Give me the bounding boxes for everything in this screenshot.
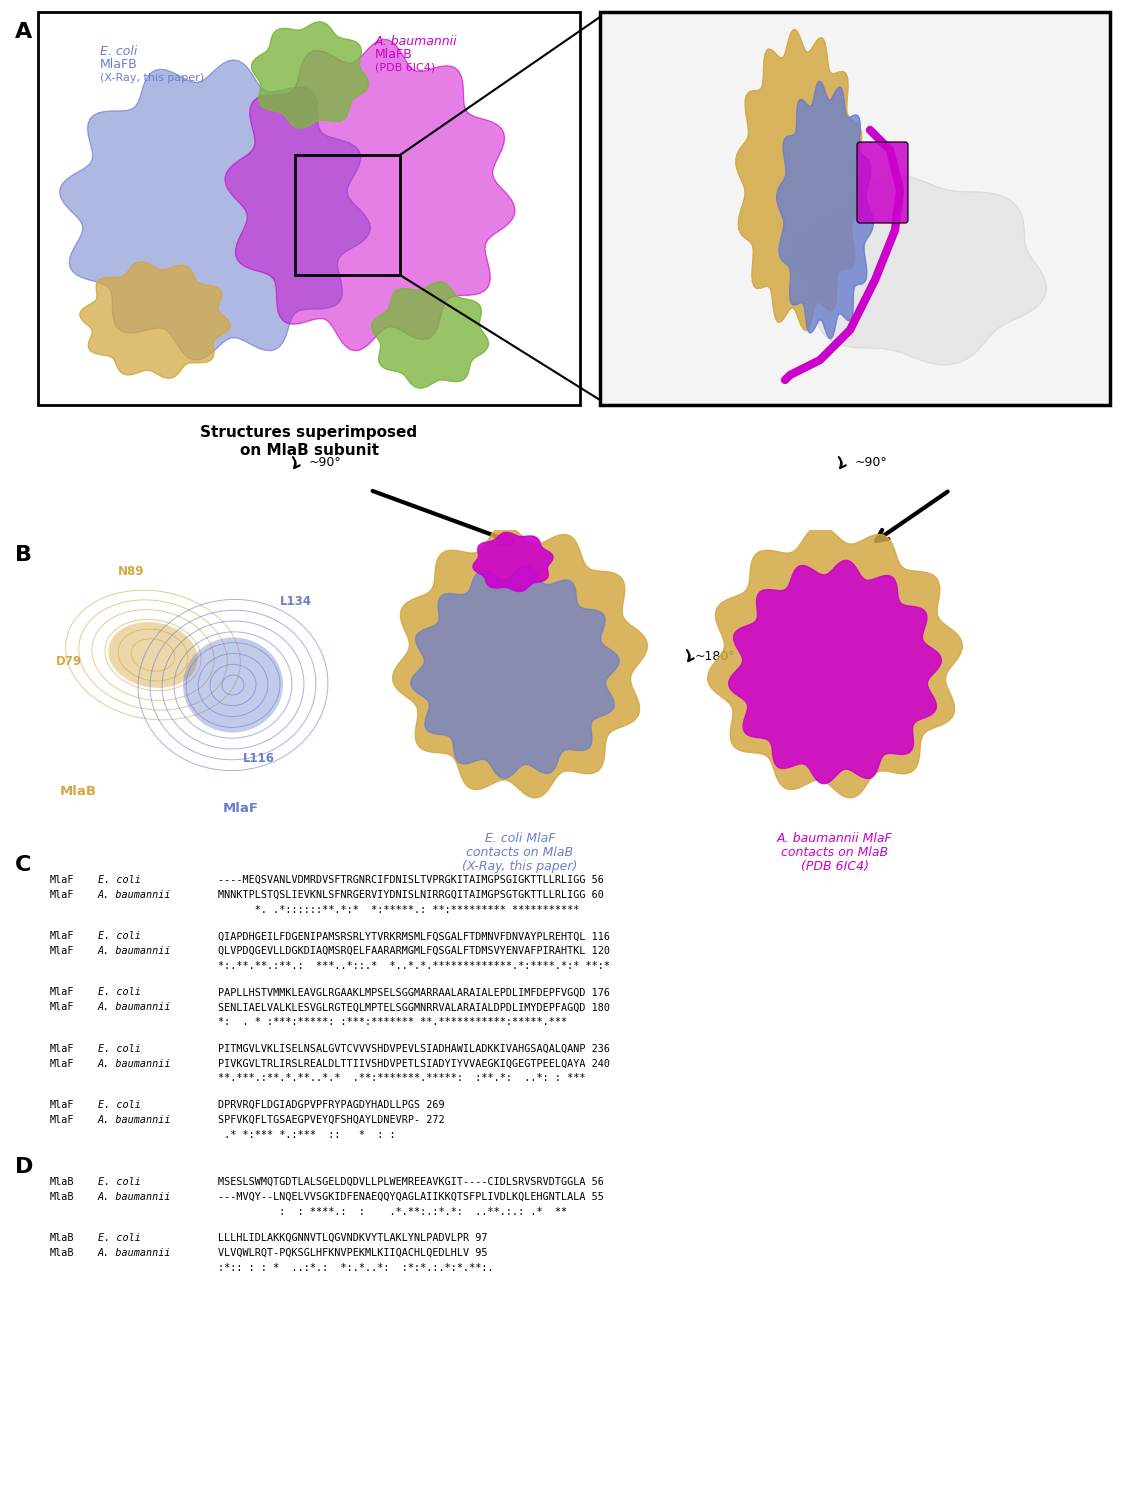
Text: MlaF: MlaF (50, 932, 75, 940)
Text: VLVQWLRQT-PQKSGLHFKNVPEKMLKIIQACHLQEDLHLV 95: VLVQWLRQT-PQKSGLHFKNVPEKMLKIIQACHLQEDLHL… (218, 1248, 487, 1258)
Polygon shape (473, 532, 553, 591)
Ellipse shape (183, 638, 282, 732)
Text: A. baumannii: A. baumannii (98, 1114, 172, 1125)
Text: MlaF: MlaF (223, 802, 259, 814)
Text: MlaB: MlaB (60, 784, 97, 798)
Text: PITMGVLVKLISELNSALGVTCVVVSHDVPEVLSIADHAWILADKKIVAHGSAQALQANP 236: PITMGVLVKLISELNSALGVTCVVVSHDVPEVLSIADHAW… (218, 1044, 610, 1053)
Text: C: C (15, 855, 32, 874)
Text: (X-Ray, this paper): (X-Ray, this paper) (462, 859, 577, 873)
Text: A. baumannii MlaF: A. baumannii MlaF (777, 833, 893, 844)
Text: E. coli: E. coli (98, 1100, 141, 1110)
Text: A. baumannii: A. baumannii (98, 946, 172, 956)
Text: QIAPDHGEILFDGENIPAMSRSRLYTVRKRMSMLFQSGALFTDMNVFDNVAYPLREHTQL 116: QIAPDHGEILFDGENIPAMSRSRLYTVRKRMSMLFQSGAL… (218, 932, 610, 940)
Text: N89: N89 (118, 566, 145, 578)
Polygon shape (60, 60, 371, 360)
Text: Structures superimposed: Structures superimposed (200, 424, 418, 439)
Text: E. coli: E. coli (98, 1233, 141, 1244)
Polygon shape (225, 39, 515, 351)
Text: A. baumannii: A. baumannii (98, 1059, 172, 1068)
Text: MlaB: MlaB (50, 1178, 75, 1186)
FancyBboxPatch shape (857, 142, 909, 224)
Text: (PDB 6IC4): (PDB 6IC4) (375, 63, 435, 74)
Bar (600, 12, 1110, 405)
Polygon shape (707, 526, 963, 798)
Text: SENLIAELVALKLESVGLRGTEQLMPTELSGGMNRRVALARAIALDPDLIMYDEPFAGQD 180: SENLIAELVALKLESVGLRGTEQLMPTELSGGMNRRVALA… (218, 1002, 610, 1013)
Bar (295, 154, 400, 274)
Text: MlaF: MlaF (50, 946, 75, 956)
Text: **.***.:**.*.**..*.*  .**:*******.*****:  :**.*:  ..*: : ***: **.***.:**.*.**..*.* .**:*******.*****: … (218, 1074, 585, 1083)
Polygon shape (80, 262, 231, 378)
Text: L116: L116 (243, 752, 275, 765)
Text: ---MVQY--LNQELVVSGKIDFENAEQQYQAGLAIIKKQTSFPLIVDLKQLEHGNTLALA 55: ---MVQY--LNQELVVSGKIDFENAEQQYQAGLAIIKKQT… (218, 1191, 603, 1202)
Text: SPFVKQFLTGSAEGPVEYQFSHQAYLDNEVRP- 272: SPFVKQFLTGSAEGPVEYQFSHQAYLDNEVRP- 272 (218, 1114, 444, 1125)
Text: ~90°: ~90° (855, 456, 888, 470)
Text: MlaFB: MlaFB (375, 48, 412, 62)
Text: L134: L134 (280, 596, 312, 608)
Text: ~90°: ~90° (308, 456, 341, 470)
Text: A: A (15, 22, 33, 42)
Text: A. baumannii: A. baumannii (375, 34, 458, 48)
Text: MlaF: MlaF (50, 1100, 75, 1110)
Text: A. baumannii: A. baumannii (98, 1002, 172, 1013)
Text: PAPLLHSTVMMKLEAVGLRGAAKLMPSELSGGMARRAALARAIALEPDLIMFDEPFVGQD 176: PAPLLHSTVMMKLEAVGLRGAAKLMPSELSGGMARRAALA… (218, 987, 610, 998)
Text: :*:: : : *  ..:*.:  *:.*..*:  :*:*.:.*:*.**:.: :*:: : : * ..:*.: *:.*..*: :*:*.:.*:*.**… (218, 1263, 494, 1274)
Text: contacts on MlaB: contacts on MlaB (782, 846, 888, 859)
Text: LLLHLIDLAKKQGNNVTLQGVNDKVYTLAKLYNLPADVLPR 97: LLLHLIDLAKKQGNNVTLQGVNDKVYTLAKLYNLPADVLP… (218, 1233, 487, 1244)
Text: *:  . * :***:*****: :***:******* **.***********:*****.***: *: . * :***:*****: :***:******* **.*****… (218, 1017, 567, 1028)
Text: D79: D79 (56, 656, 82, 668)
Text: (X-Ray, this paper): (X-Ray, this paper) (99, 74, 205, 82)
Text: MSESLSWMQTGDTLALSGELDQDVLLPLWEMREEAVKGIT----CIDLSRVSRVDTGGLA 56: MSESLSWMQTGDTLALSGELDQDVLLPLWEMREEAVKGIT… (218, 1178, 603, 1186)
Text: E. coli MlaF: E. coli MlaF (485, 833, 555, 844)
Text: E. coli: E. coli (98, 874, 141, 885)
Text: MlaB: MlaB (50, 1233, 75, 1244)
Text: MlaB: MlaB (50, 1191, 75, 1202)
Bar (38, 12, 580, 405)
Text: E. coli: E. coli (98, 1178, 141, 1186)
Text: MlaF: MlaF (50, 1044, 75, 1053)
Text: ~180°: ~180° (695, 651, 736, 663)
Text: MlaF: MlaF (50, 1002, 75, 1013)
Polygon shape (392, 526, 647, 798)
Text: E. coli: E. coli (98, 932, 141, 940)
Text: *. .*::::::**.*:*  *:*****.: **:********* ***********: *. .*::::::**.*:* *:*****.: **:*********… (218, 904, 580, 915)
Text: (PDB 6IC4): (PDB 6IC4) (801, 859, 869, 873)
Text: on MlaB subunit: on MlaB subunit (240, 442, 379, 458)
Polygon shape (411, 566, 619, 778)
Text: MlaF: MlaF (50, 890, 75, 900)
Text: DPRVRQFLDGIADGPVPFRYPAGDYHADLLPGS 269: DPRVRQFLDGIADGPVPFRYPAGDYHADLLPGS 269 (218, 1100, 444, 1110)
Text: MlaF: MlaF (50, 1114, 75, 1125)
Text: contacts on MlaB: contacts on MlaB (467, 846, 574, 859)
Text: E. coli: E. coli (98, 1044, 141, 1053)
Text: PIVKGVLTRLIRSLREALDLTTIIVSHDVPETLSIADYIYVVAEGKIQGEGTPEELQAYA 240: PIVKGVLTRLIRSLREALDLTTIIVSHDVPETLSIADYIY… (218, 1059, 610, 1068)
Text: ----MEQSVANLVDMRDVSFTRGNRCIFDNISLTVPRGKITAIMGPSGIGKTTLLRLIGG 56: ----MEQSVANLVDMRDVSFTRGNRCIFDNISLTVPRGKI… (218, 874, 603, 885)
Text: MlaF: MlaF (50, 987, 75, 998)
Text: B: B (15, 544, 32, 566)
Text: QLVPDQGEVLLDGKDIAQMSRQELFAARARMGMLFQSGALFTDMSVYENVAFPIRAHTKL 120: QLVPDQGEVLLDGKDIAQMSRQELFAARARMGMLFQSGAL… (218, 946, 610, 956)
Text: .* *:*** *.:***  ::   *  : :: .* *:*** *.:*** :: * : : (218, 1130, 396, 1140)
Polygon shape (372, 282, 488, 388)
Text: MlaB: MlaB (50, 1248, 75, 1258)
Text: E. coli: E. coli (99, 45, 138, 58)
Text: A. baumannii: A. baumannii (98, 890, 172, 900)
Text: MlaF: MlaF (50, 1059, 75, 1068)
Text: MNNKTPLSTQSLIEVKNLSFNRGERVIYDNISLNIRRGQITAIMGPSGTGKTTLLRLIGG 60: MNNKTPLSTQSLIEVKNLSFNRGERVIYDNISLNIRRGQI… (218, 890, 603, 900)
Text: A. baumannii: A. baumannii (98, 1191, 172, 1202)
Polygon shape (729, 561, 941, 783)
Text: D: D (15, 1156, 34, 1178)
Polygon shape (793, 176, 1046, 364)
Text: :  : ****.:  :    .*.**:.:*.*:  ..**.:.: .*  **: : : ****.: : .*.**:.:*.*: ..**.:.: .* ** (218, 1206, 567, 1216)
Text: MlaF: MlaF (50, 874, 75, 885)
Polygon shape (776, 81, 873, 339)
Polygon shape (252, 22, 368, 128)
Text: A. baumannii: A. baumannii (98, 1248, 172, 1258)
Polygon shape (736, 30, 864, 330)
Text: E. coli: E. coli (98, 987, 141, 998)
Text: MlaFB: MlaFB (99, 58, 138, 70)
Text: *:.**.**.:**.:  ***..*::.*  *..*.*.*************.*:****.*:* **:*: *:.**.**.:**.: ***..*::.* *..*.*.*******… (218, 962, 610, 970)
Ellipse shape (108, 622, 198, 688)
